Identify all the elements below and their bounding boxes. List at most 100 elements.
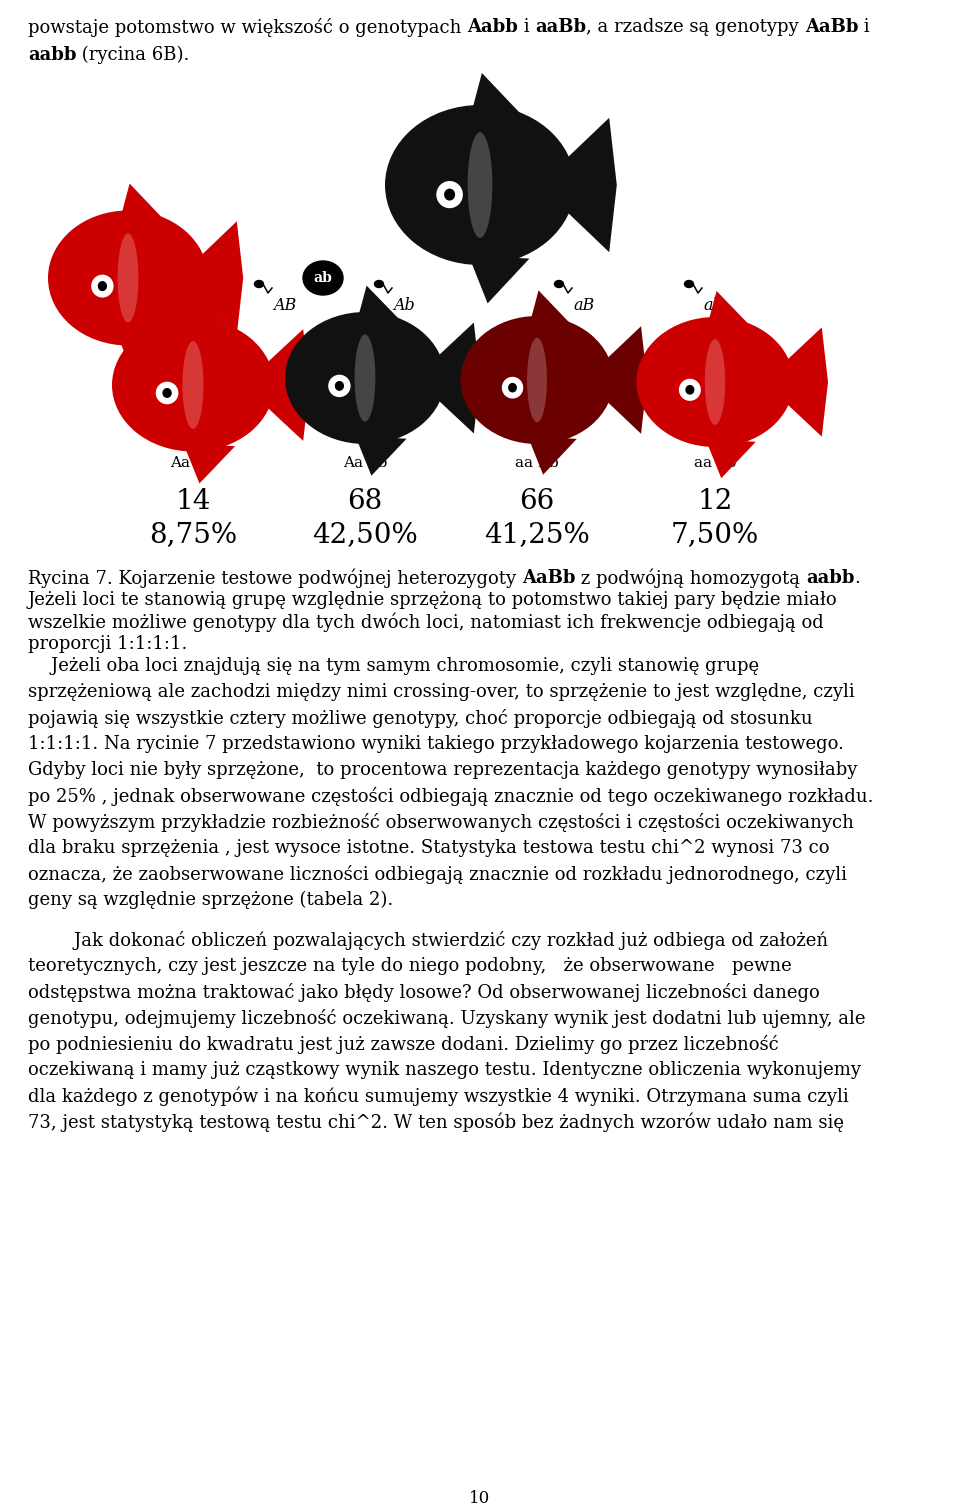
Ellipse shape	[285, 312, 445, 444]
Polygon shape	[183, 444, 235, 483]
Ellipse shape	[461, 315, 613, 444]
Ellipse shape	[492, 349, 516, 389]
Text: 8,75%: 8,75%	[149, 521, 237, 548]
Text: Jak dokonać obliczeń pozwalających stwierdzić czy rozkład już odbiega od założeń: Jak dokonać obliczeń pozwalających stwie…	[28, 931, 828, 951]
Ellipse shape	[98, 281, 108, 291]
Ellipse shape	[318, 346, 342, 386]
Text: i: i	[858, 18, 870, 36]
Ellipse shape	[328, 374, 350, 397]
Ellipse shape	[684, 281, 693, 288]
Text: Aa Bb: Aa Bb	[170, 456, 216, 469]
Ellipse shape	[555, 281, 564, 288]
Ellipse shape	[48, 210, 208, 346]
Ellipse shape	[444, 189, 455, 201]
Text: oznacza, że zaobserwowane liczności odbiegają znacznie od rozkładu jednorodnego,: oznacza, że zaobserwowane liczności odbi…	[28, 865, 847, 884]
Text: proporcji 1:1:1:1.: proporcji 1:1:1:1.	[28, 635, 187, 653]
Text: z podwójną homozygotą: z podwójną homozygotą	[575, 569, 806, 589]
Ellipse shape	[117, 234, 138, 323]
Text: 68: 68	[348, 487, 383, 515]
Ellipse shape	[468, 133, 492, 238]
Text: odstępstwa można traktować jako błędy losowe? Od obserwowanej liczebności danego: odstępstwa można traktować jako błędy lo…	[28, 982, 820, 1002]
Text: AB: AB	[273, 297, 297, 314]
Text: Gdyby loci nie były sprzężone,  to procentowa reprezentacja każdego genotypy wyn: Gdyby loci nie były sprzężone, to procen…	[28, 761, 857, 779]
Text: ab: ab	[314, 272, 332, 285]
Ellipse shape	[303, 261, 343, 294]
Text: , a rzadsze są genotypy: , a rzadsze są genotypy	[587, 18, 804, 36]
Polygon shape	[775, 327, 828, 436]
Text: wszelkie możliwe genotypy dla tych dwóch loci, natomiast ich frekwencje odbiegaj: wszelkie możliwe genotypy dla tych dwóch…	[28, 613, 824, 632]
Text: 1:1:1:1. Na rycinie 7 przedstawiono wyniki takiego przykładowego kojarzenia test: 1:1:1:1. Na rycinie 7 przedstawiono wyni…	[28, 735, 844, 753]
Ellipse shape	[335, 380, 344, 391]
Text: 41,25%: 41,25%	[484, 521, 589, 548]
Text: .: .	[854, 569, 860, 587]
Ellipse shape	[145, 352, 170, 394]
Text: Jeżeli oba loci znajdują się na tym samym chromosomie, czyli stanowię grupę: Jeżeli oba loci znajdują się na tym samy…	[28, 656, 759, 675]
Text: aB: aB	[573, 297, 594, 314]
Ellipse shape	[385, 106, 575, 266]
Text: aabb: aabb	[28, 45, 77, 63]
Text: po 25% , jednak obserwowane częstości odbiegają znacznie od tego oczekiwanego ro: po 25% , jednak obserwowane częstości od…	[28, 788, 874, 806]
Text: geny są względnie sprzężone (tabela 2).: geny są względnie sprzężone (tabela 2).	[28, 890, 394, 910]
Text: dla braku sprzężenia , jest wysoce istotne. Statystyka testowa testu chi^2 wynos: dla braku sprzężenia , jest wysoce istot…	[28, 839, 829, 857]
Text: Rycina 7. Kojarzenie testowe podwójnej heterozygoty: Rycina 7. Kojarzenie testowe podwójnej h…	[28, 569, 522, 589]
Text: po podniesieniu do kwadratu jest już zawsze dodani. Dzielimy go przez liczebność: po podniesieniu do kwadratu jest już zaw…	[28, 1035, 779, 1053]
Ellipse shape	[354, 335, 375, 421]
Polygon shape	[254, 329, 310, 441]
Text: teoretycznych, czy jest jeszcze na tyle do niego podobny,   że obserwowane   pew: teoretycznych, czy jest jeszcze na tyle …	[28, 957, 792, 975]
Text: (rycina 6B).: (rycina 6B).	[77, 45, 190, 65]
Polygon shape	[189, 222, 243, 335]
Text: oczekiwaną i mamy już cząstkowy wynik naszego testu. Identyczne obliczenia wykon: oczekiwaną i mamy już cząstkowy wynik na…	[28, 1061, 861, 1079]
Ellipse shape	[423, 145, 453, 196]
Polygon shape	[120, 184, 161, 220]
Text: genotypu, odejmujemy liczebność oczekiwaną. Uzyskany wynik jest dodatni lub ujem: genotypu, odejmujemy liczebność oczekiwa…	[28, 1010, 866, 1028]
Ellipse shape	[162, 388, 172, 398]
Text: 66: 66	[519, 487, 555, 515]
Polygon shape	[706, 439, 756, 478]
Ellipse shape	[705, 340, 725, 426]
Text: i: i	[518, 18, 536, 36]
Ellipse shape	[91, 275, 113, 297]
Text: 42,50%: 42,50%	[312, 521, 418, 548]
Text: Ab: Ab	[393, 297, 415, 314]
Polygon shape	[595, 326, 647, 433]
Ellipse shape	[668, 350, 692, 391]
Ellipse shape	[508, 383, 516, 392]
Text: dla każdego z genotypów i na końcu sumujemy wszystkie 4 wyniki. Otrzymana suma c: dla każdego z genotypów i na końcu sumuj…	[28, 1086, 849, 1106]
Polygon shape	[185, 291, 227, 327]
Ellipse shape	[679, 379, 701, 401]
Ellipse shape	[112, 318, 274, 451]
Polygon shape	[355, 436, 407, 475]
Text: 10: 10	[469, 1489, 491, 1507]
Text: AaBb: AaBb	[522, 569, 575, 587]
Text: aa Bb: aa Bb	[516, 456, 559, 469]
Polygon shape	[528, 436, 577, 475]
Text: 14: 14	[176, 487, 210, 515]
Polygon shape	[470, 72, 520, 116]
Text: 73, jest statystyką testową testu chi^2. W ten sposób bez żadnych wzorów udało n: 73, jest statystyką testową testu chi^2.…	[28, 1114, 844, 1132]
Text: pojawią się wszystkie cztery możliwe genotypy, choć proporcje odbiegają od stosu: pojawią się wszystkie cztery możliwe gen…	[28, 709, 812, 727]
Ellipse shape	[81, 244, 106, 287]
Polygon shape	[708, 291, 748, 326]
Polygon shape	[357, 285, 398, 321]
Text: Jeżeli loci te stanowią grupę względnie sprzężoną to potomstwo takiej pary będzi: Jeżeli loci te stanowią grupę względnie …	[28, 592, 838, 610]
Text: AaBb: AaBb	[804, 18, 858, 36]
Ellipse shape	[156, 382, 179, 404]
Ellipse shape	[685, 385, 694, 395]
Text: ab: ab	[703, 297, 723, 314]
Text: aabb: aabb	[806, 569, 854, 587]
Polygon shape	[426, 323, 480, 433]
Text: aa bb: aa bb	[694, 456, 736, 469]
Polygon shape	[468, 255, 529, 303]
Ellipse shape	[527, 338, 547, 423]
Text: powstaje potomstwo w większość o genotypach: powstaje potomstwo w większość o genotyp…	[28, 18, 468, 38]
Text: Aabb: Aabb	[468, 18, 518, 36]
Ellipse shape	[374, 281, 383, 288]
Text: aaBb: aaBb	[536, 18, 587, 36]
Text: Aa bb: Aa bb	[343, 456, 387, 469]
Ellipse shape	[254, 281, 263, 288]
Polygon shape	[529, 290, 569, 324]
Text: 12: 12	[697, 487, 732, 515]
Text: W powyższym przykładzie rozbieżność obserwowanych częstości i częstości oczekiwa: W powyższym przykładzie rozbieżność obse…	[28, 813, 853, 831]
Polygon shape	[552, 118, 617, 252]
Ellipse shape	[636, 317, 794, 447]
